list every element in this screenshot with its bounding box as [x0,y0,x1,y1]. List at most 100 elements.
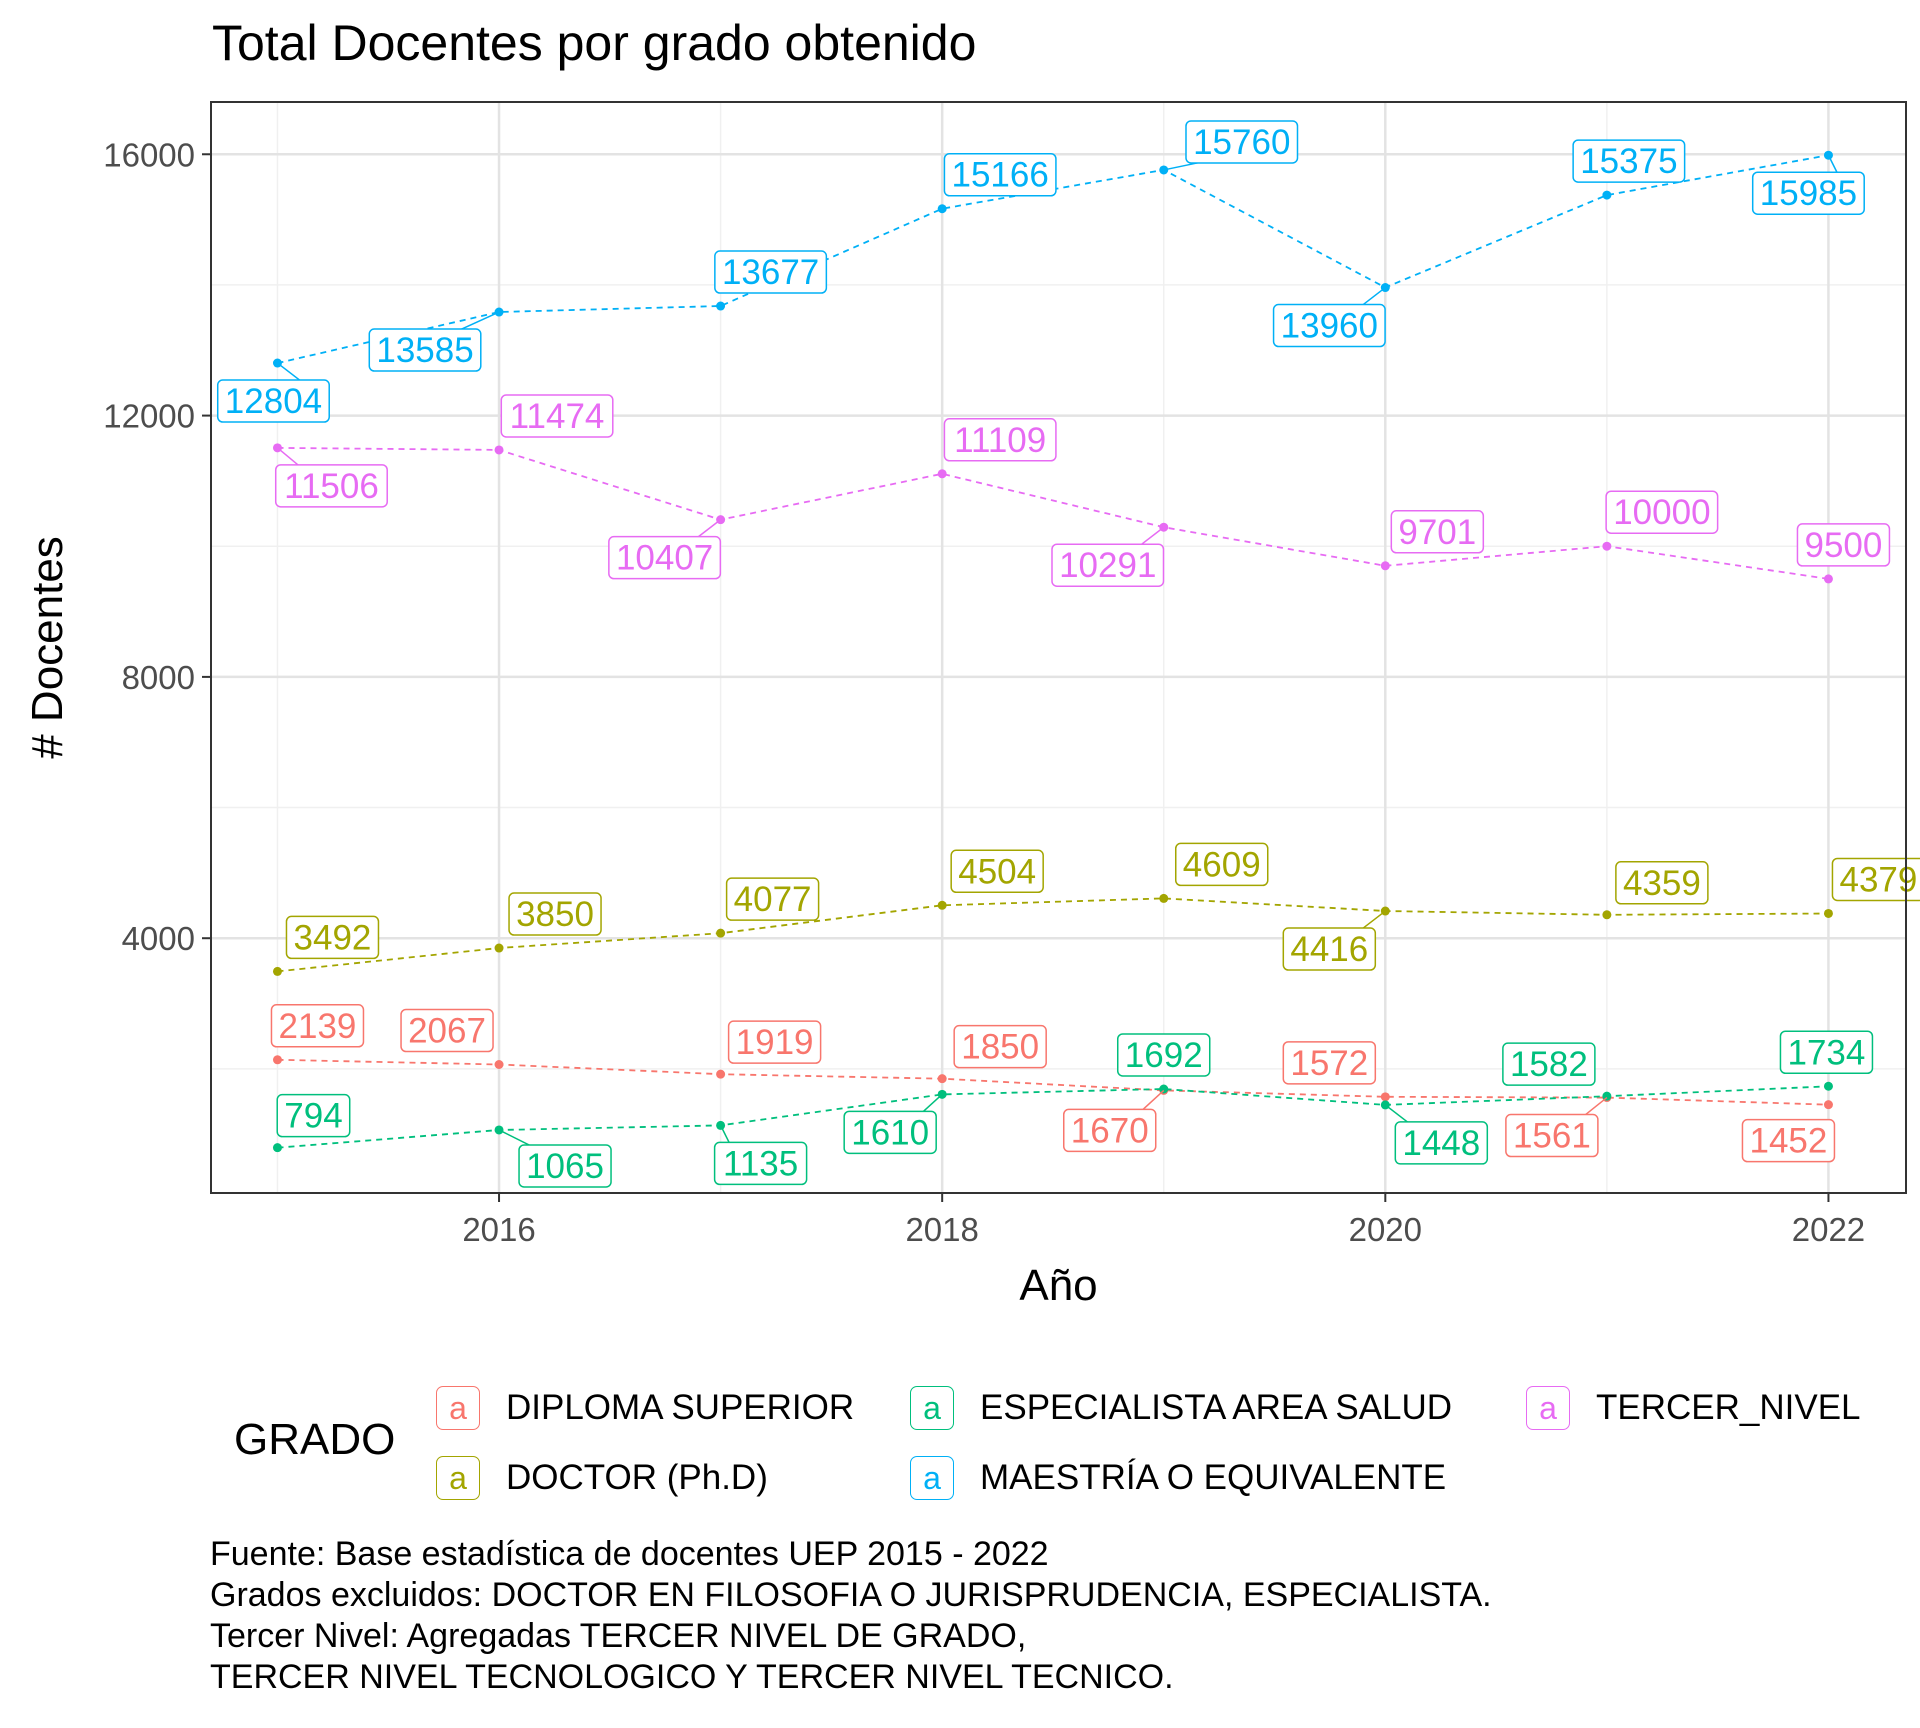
data-label-box [1051,543,1165,587]
data-label: 13677 [722,253,819,292]
data-label-box [400,1008,494,1053]
legend-label-tercer-nivel: TERCER_NIVEL [1596,1388,1861,1427]
data-label: 11474 [510,397,605,436]
data-point [716,301,726,311]
x-tick-label: 2018 [905,1211,978,1248]
data-label-box [608,535,722,580]
legend-item-tercer-nivel: a TERCER_NIVEL [1526,1386,1861,1430]
data-label: 2139 [279,1007,357,1046]
legend-key-maestria: a [910,1456,954,1500]
data-label: 1065 [526,1147,604,1186]
legend-title: GRADO [234,1415,396,1464]
data-label: 15760 [1193,123,1290,162]
x-tick-label: 2020 [1349,1211,1422,1248]
data-label: 10407 [616,539,713,578]
data-label-box [1605,490,1719,534]
legend-key-tercer-nivel: a [1526,1386,1570,1430]
data-label-box [950,849,1044,894]
plot-border [210,101,1907,1194]
legend-item-doctor: a DOCTOR (Ph.D) [436,1456,768,1500]
data-label-box [1505,1113,1599,1158]
data-point [1823,1081,1833,1091]
data-label: 9500 [1805,526,1883,565]
x-tick-label: 2016 [462,1211,535,1248]
series-line [277,447,1829,580]
data-label-box [276,1093,351,1138]
data-label-box [1796,523,1891,567]
data-label-box [500,394,614,438]
data-label: 3492 [294,918,372,957]
data-label: 794 [284,1097,342,1136]
legend-item-diploma-superior: a DIPLOMA SUPERIOR [436,1386,854,1430]
y-axis-title: # Docentes [23,536,72,759]
chart-caption: Fuente: Base estadística de docentes UEP… [210,1534,1492,1698]
data-label-box [285,915,380,960]
data-point [1159,1084,1169,1094]
data-label: 1734 [1788,1033,1866,1072]
plot-panel [211,102,1906,1193]
x-tick-label: 2022 [1792,1211,1865,1248]
data-label: 4379 [1840,860,1918,899]
x-axis-title: Año [1019,1261,1097,1310]
data-label-box [1779,1030,1874,1075]
data-label: 1919 [736,1023,814,1062]
data-point [1159,893,1169,903]
data-label: 4416 [1290,930,1368,969]
data-point [716,928,726,938]
data-label-box [1751,171,1865,215]
data-label-box [1185,120,1299,164]
data-label: 13585 [376,331,473,370]
data-label: 11506 [284,467,379,506]
data-label-box [270,1004,365,1048]
data-label-box [1272,303,1386,348]
data-label: 1448 [1402,1124,1480,1163]
legend-key-doctor: a [436,1456,480,1500]
data-point [1380,1092,1390,1102]
caption-line: Tercer Nivel: Agregadas TERCER NIVEL DE … [210,1617,1027,1655]
data-point [937,204,947,214]
data-label: 11109 [954,421,1046,460]
data-point [1602,190,1612,200]
data-label-box [518,1144,612,1188]
data-label-box [843,1110,937,1155]
data-point [1380,561,1390,571]
data-point [272,1055,282,1065]
data-label: 9701 [1398,513,1476,552]
caption-line: Fuente: Base estadística de docentes UEP… [210,1535,1049,1573]
legend-label-especialista-area-salud: ESPECIALISTA AREA SALUD [980,1388,1453,1427]
data-label-box [953,1024,1047,1069]
data-label-box [1062,1108,1157,1153]
data-label: 1582 [1510,1045,1588,1084]
data-label: 4077 [734,880,812,919]
data-label-box [943,152,1057,197]
legend-item-maestria: a MAESTRÍA O EQUIVALENTE [910,1456,1446,1500]
data-label-box [508,892,602,936]
data-point [494,1059,504,1069]
data-label: 1135 [723,1144,798,1183]
data-label-box [1394,1121,1489,1165]
data-label: 1572 [1290,1044,1368,1083]
legend-key-especialista-area-salud: a [910,1386,954,1430]
data-point [272,966,282,976]
data-point [937,469,947,479]
y-tick-label: 16000 [103,136,195,173]
y-tick-label: 8000 [122,659,195,696]
data-label-box [1116,1033,1211,1077]
data-label: 1692 [1125,1036,1203,1075]
data-label: 10291 [1059,546,1156,585]
legend-item-especialista-area-salud: a ESPECIALISTA AREA SALUD [910,1386,1452,1430]
legend-key-diploma-superior: a [436,1386,480,1430]
data-label: 1452 [1750,1122,1828,1161]
data-label-box [216,379,330,423]
data-point [272,1143,282,1153]
legend-label-doctor: DOCTOR (Ph.D) [506,1458,768,1497]
data-label: 1610 [851,1113,929,1152]
data-label: 12804 [225,382,322,421]
data-point [494,943,504,953]
data-label-box [1502,1042,1596,1086]
data-label: 3850 [516,895,594,934]
legend-label-diploma-superior: DIPLOMA SUPERIOR [506,1388,855,1427]
data-label: 15985 [1760,174,1857,213]
data-point [1602,910,1612,920]
